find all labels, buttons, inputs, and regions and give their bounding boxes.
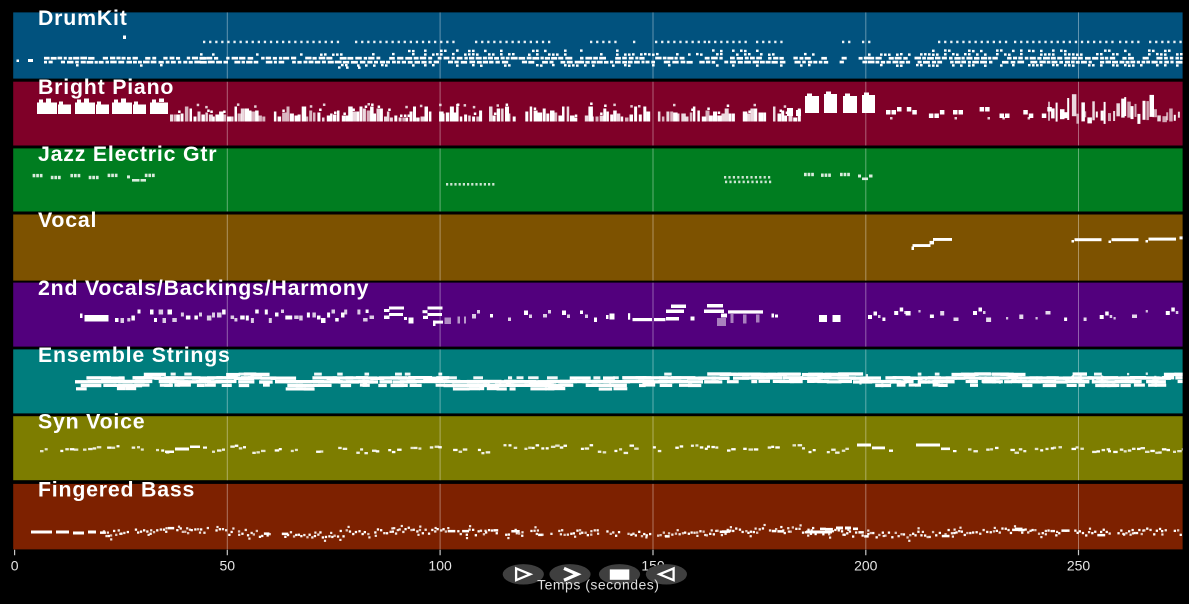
svg-text:Bright Piano: Bright Piano <box>38 75 174 99</box>
svg-text:Vocal: Vocal <box>38 208 97 232</box>
svg-text:100: 100 <box>428 557 452 573</box>
svg-text:Jazz Electric Gtr: Jazz Electric Gtr <box>38 142 217 166</box>
svg-text:Temps (secondes): Temps (secondes) <box>537 576 659 592</box>
svg-text:2nd Vocals/Backings/Harmony: 2nd Vocals/Backings/Harmony <box>38 276 369 300</box>
svg-text:DrumKit: DrumKit <box>38 6 128 30</box>
svg-text:250: 250 <box>1067 557 1091 573</box>
svg-text:0: 0 <box>11 557 19 573</box>
svg-text:200: 200 <box>854 557 878 573</box>
svg-text:50: 50 <box>220 557 236 573</box>
svg-text:Ensemble Strings: Ensemble Strings <box>38 343 231 367</box>
svg-text:Fingered Bass: Fingered Bass <box>38 477 195 501</box>
svg-text:Syn Voice: Syn Voice <box>38 410 145 434</box>
